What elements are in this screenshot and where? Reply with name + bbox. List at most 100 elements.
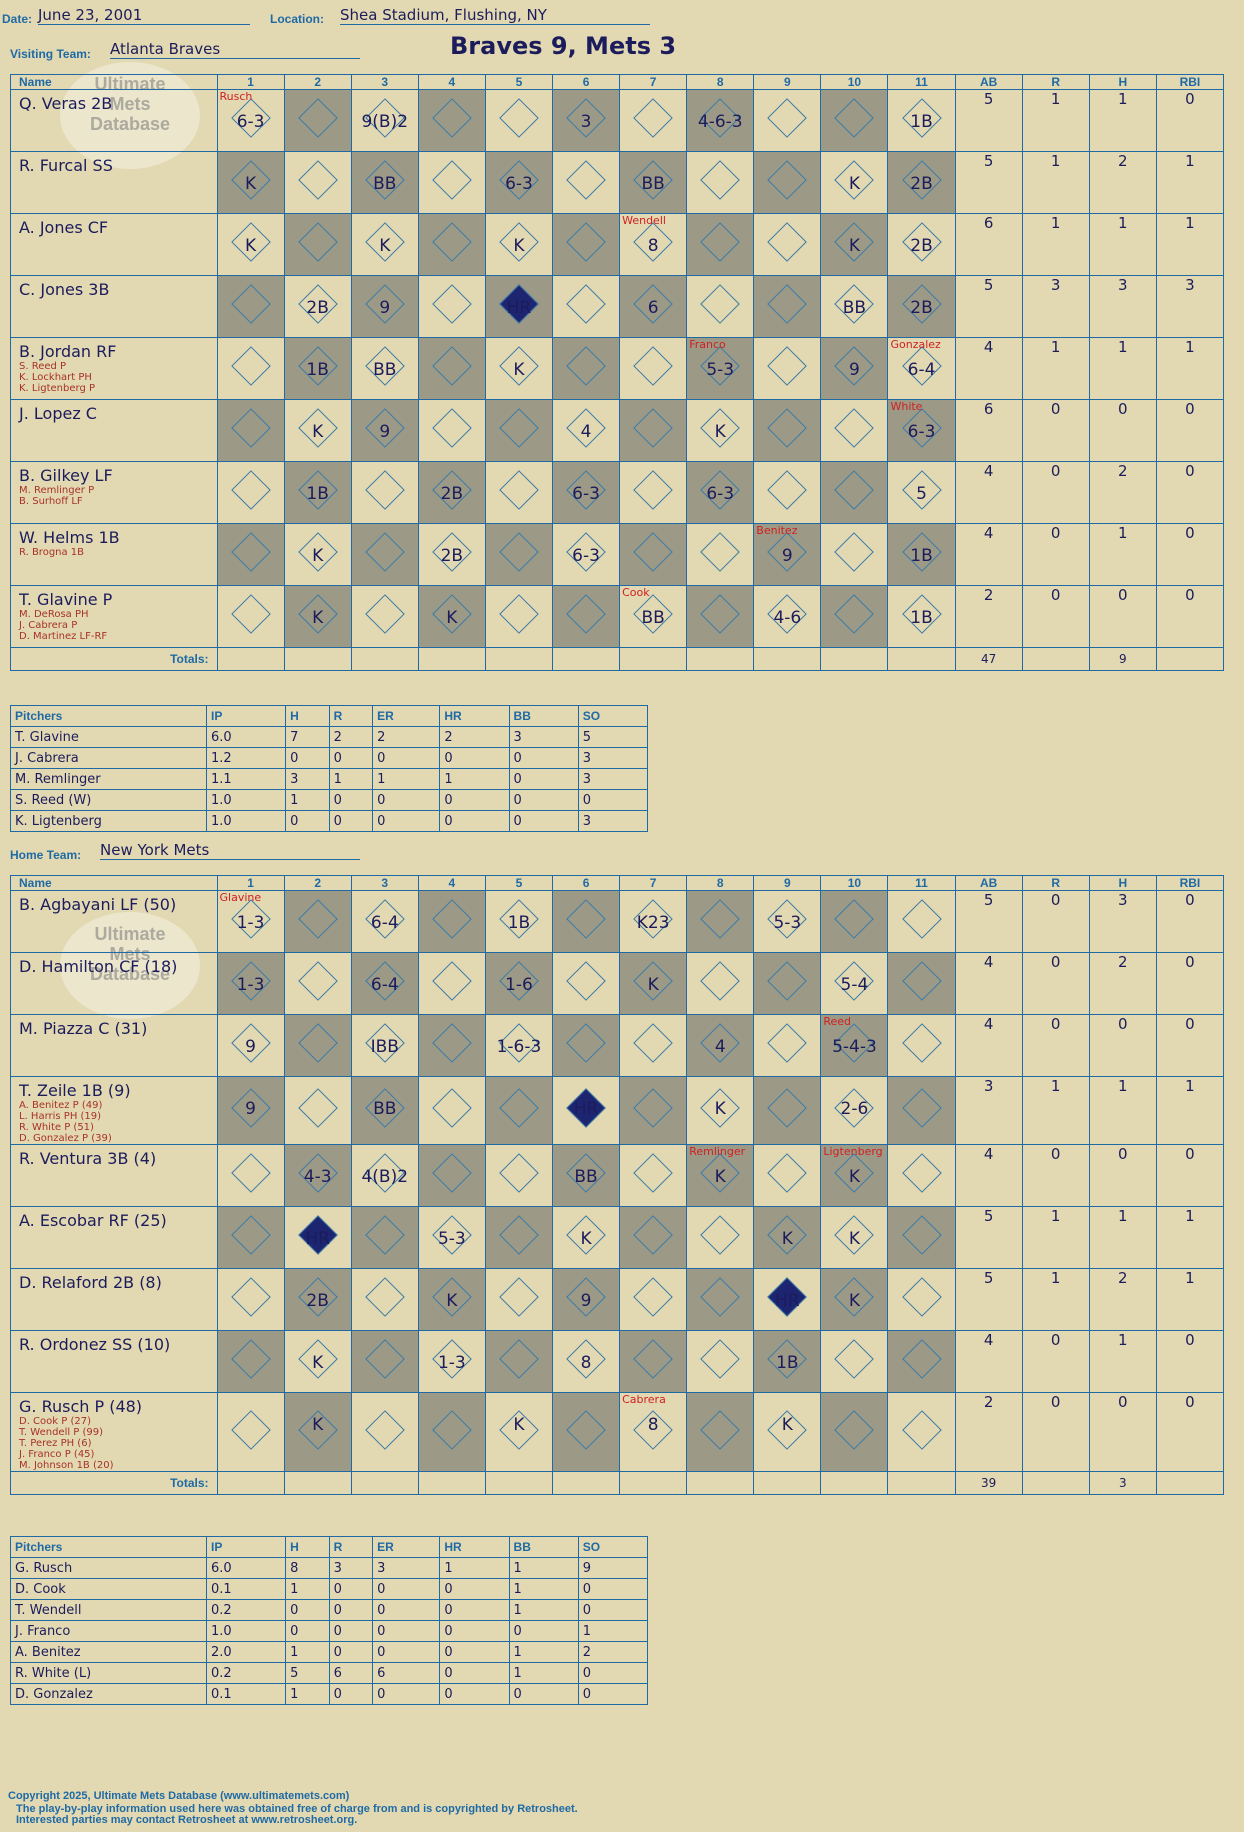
at-bat-cell	[619, 1268, 688, 1331]
substitute-name: D. Martinez LF-RF	[19, 631, 108, 642]
inning-header-8: 8	[686, 875, 755, 891]
at-bat-cell	[820, 399, 889, 462]
footer-retrosheet: The play-by-play information used here w…	[16, 1803, 578, 1815]
base-diamond	[633, 346, 673, 386]
stat-ab: 5	[954, 151, 1023, 214]
at-bat-cell: IBB	[350, 1014, 419, 1077]
at-bat-cell	[619, 399, 688, 462]
play-result: 1-3	[437, 1353, 466, 1373]
stat-rbi: 0	[1155, 1330, 1225, 1393]
pitcher-stat: 2	[328, 726, 374, 748]
stat-ab: 2	[954, 585, 1023, 648]
pitchers-header-row: Pitchers IP H R ER HR BB SO	[10, 705, 649, 727]
at-bat-cell: BB Cook	[619, 585, 688, 648]
at-bat-cell: K	[484, 337, 554, 400]
pitcher-stat: 0	[328, 810, 374, 832]
pitcher-stat: 1	[508, 1662, 579, 1684]
at-bat-cell: K	[820, 1206, 889, 1269]
player-name: A. Jones CF	[19, 218, 109, 237]
stat-rbi: 0	[1155, 461, 1225, 524]
pitcher-change-note: Cabrera	[622, 1393, 666, 1406]
base-diamond	[432, 1023, 472, 1063]
base-diamond	[767, 1023, 808, 1063]
at-bat-cell	[619, 1144, 688, 1207]
at-bat-cell: K	[619, 952, 688, 1015]
pitchers-header-4: ER	[372, 1536, 441, 1558]
at-bat-cell	[619, 1014, 688, 1077]
at-bat-cell	[753, 952, 822, 1015]
footer-contact: Interested parties may contact Retroshee…	[16, 1814, 358, 1826]
at-bat-cell: 1B	[887, 585, 956, 648]
at-bat-cell	[484, 461, 554, 524]
location-value: Shea Stadium, Flushing, NY	[340, 6, 650, 25]
at-bat-cell: 1-3	[216, 952, 285, 1015]
at-bat-cell: 6-3 Rusch	[216, 89, 285, 152]
inning-total-cell	[686, 1471, 755, 1495]
at-bat-cell	[686, 523, 755, 586]
at-bat-cell	[753, 89, 822, 152]
base-diamond	[700, 899, 741, 939]
base-diamond	[230, 284, 271, 324]
pitcher-stat: 6	[372, 1662, 441, 1684]
pitcher-stat: 0	[577, 1578, 649, 1600]
base-diamond	[633, 470, 673, 510]
stat-h: 0	[1088, 585, 1157, 648]
stat-ab: 4	[954, 1330, 1023, 1393]
at-bat-cell	[216, 399, 285, 462]
substitute-name: L. Harris PH (19)	[19, 1111, 102, 1122]
column-header-r: R	[1021, 74, 1090, 90]
stat-ab: 5	[954, 89, 1023, 152]
player-name: A. Escobar RF (25)	[19, 1211, 167, 1230]
pitcher-stat: 0	[328, 1578, 374, 1600]
game-title: Braves 9, Mets 3	[450, 32, 677, 60]
at-bat-cell: BB	[350, 1076, 419, 1145]
totals-row: Totals: 47 9	[10, 647, 1225, 671]
column-header-name: Name	[10, 875, 218, 891]
pitcher-row: M. Remlinger 1.1 3 1 1 1 0 3	[10, 768, 649, 790]
base-diamond	[297, 222, 338, 262]
substitute-name: M. Remlinger P	[19, 485, 95, 496]
player-name: R. Ventura 3B (4)	[19, 1149, 157, 1168]
play-result: HR	[573, 1099, 599, 1119]
inning-total-cell	[417, 1471, 486, 1495]
pitchers-header-2: H	[285, 705, 330, 727]
stat-rbi: 0	[1155, 1144, 1225, 1207]
pitcher-stat: 0	[508, 810, 579, 832]
inning-header-4: 4	[417, 74, 486, 90]
stat-ab: 4	[954, 952, 1023, 1015]
play-result: K	[580, 1229, 592, 1249]
base-diamond	[566, 1023, 606, 1063]
play-result: K	[714, 1167, 726, 1187]
base-diamond	[700, 160, 741, 200]
play-result: K	[446, 1291, 458, 1311]
base-diamond	[499, 532, 539, 572]
stat-ab: 5	[954, 1206, 1023, 1269]
player-name-cell: J. Lopez C	[10, 399, 218, 462]
at-bat-cell	[820, 1330, 889, 1393]
play-result: K	[312, 422, 324, 442]
pitcher-stat: 9	[577, 1557, 649, 1579]
at-bat-cell: BB	[350, 337, 419, 400]
pitcher-change-note: Gonzalez	[890, 338, 941, 351]
pitcher-stat: 0	[372, 1683, 441, 1705]
total-rbi	[1155, 1471, 1225, 1495]
at-bat-cell: 6	[619, 275, 688, 338]
play-result: 9	[379, 298, 391, 318]
base-diamond	[767, 1153, 808, 1193]
play-result: BB	[842, 298, 867, 318]
inning-header-7: 7	[619, 74, 688, 90]
player-row: W. Helms 1B R. Brogna 1B K 2B 6-3 9 Benitez 1B 4…	[10, 523, 1225, 586]
player-name: W. Helms 1B	[19, 528, 120, 547]
inning-total-cell	[551, 1471, 621, 1495]
inning-total-cell	[887, 647, 956, 671]
base-diamond	[700, 532, 741, 572]
pitcher-change-note: Benitez	[756, 524, 798, 537]
pitcher-stat: 1	[508, 1599, 579, 1621]
stat-ab: 3	[954, 1076, 1023, 1145]
at-bat-cell: 2B	[887, 275, 956, 338]
inning-header-8: 8	[686, 74, 755, 90]
pitcher-stat: 0	[439, 1578, 510, 1600]
at-bat-cell: K Remlinger	[686, 1144, 755, 1207]
at-bat-cell	[820, 461, 889, 524]
play-result: 5-3	[773, 913, 802, 933]
